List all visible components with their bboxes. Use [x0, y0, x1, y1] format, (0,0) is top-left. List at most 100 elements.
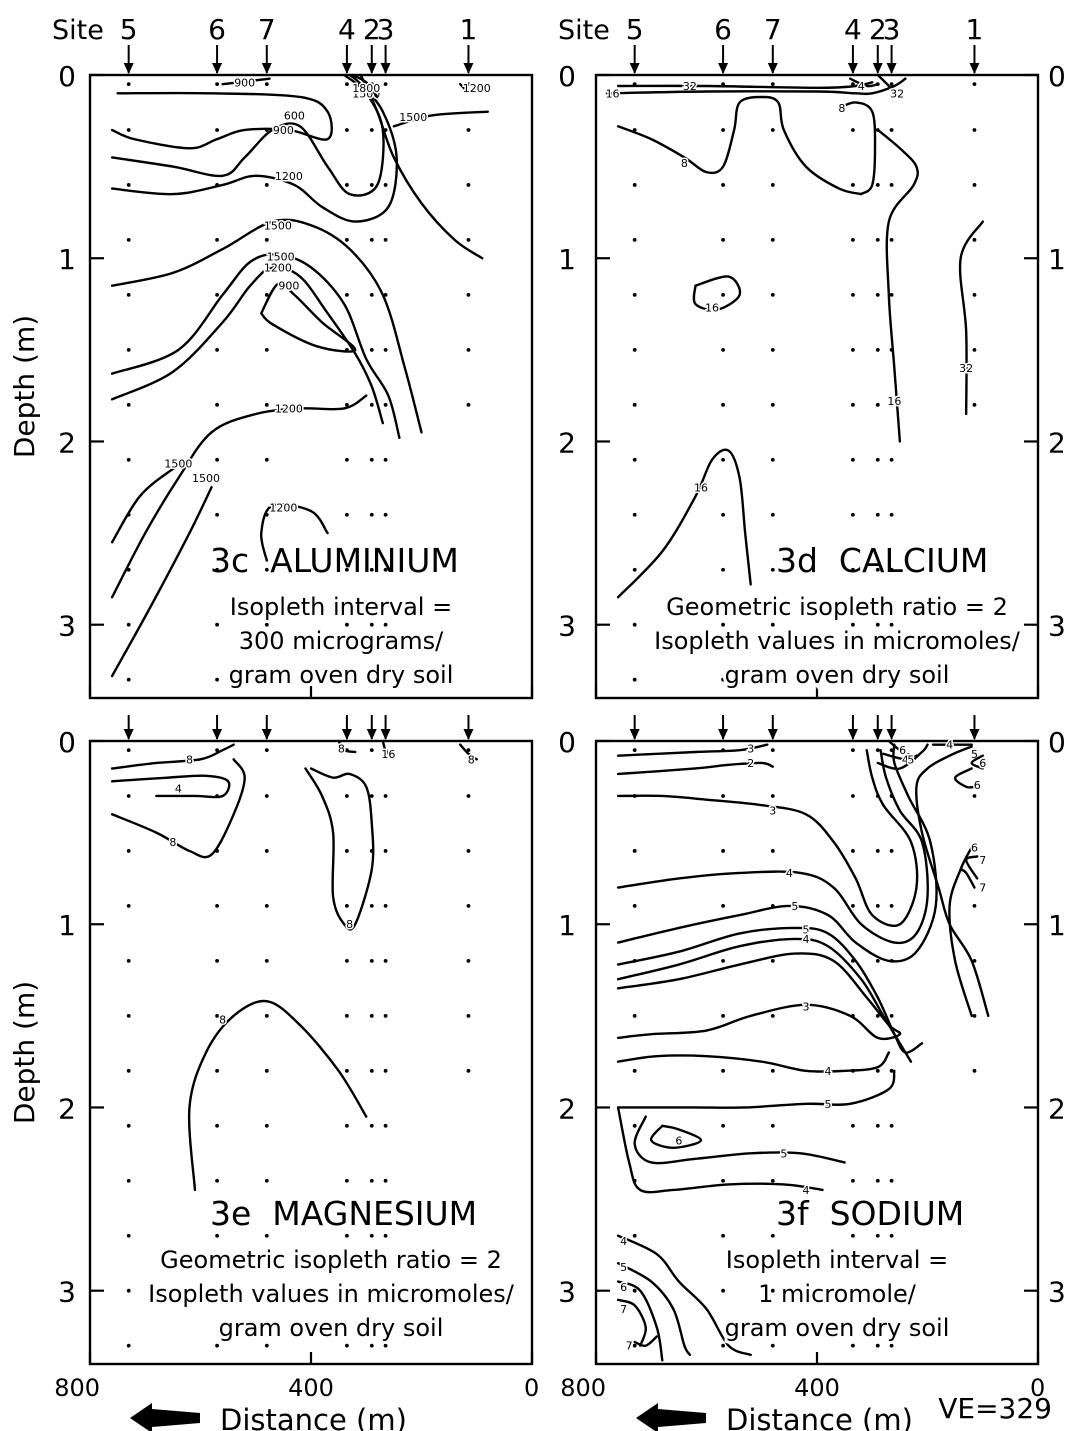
sample-point — [126, 1178, 131, 1183]
site-label: 5 — [120, 13, 138, 46]
isopleth-line — [876, 128, 919, 443]
isopleth-line — [964, 855, 979, 880]
sample-point — [972, 1068, 977, 1073]
sample-point — [721, 1068, 725, 1073]
sample-point — [345, 457, 349, 462]
sample-point — [383, 794, 388, 798]
sample-point — [632, 1068, 637, 1073]
sample-point — [466, 1013, 471, 1018]
panel-caption-line: Isopleth interval = — [230, 593, 452, 621]
isopleth-label: 1200 — [275, 170, 303, 183]
sample-point — [851, 1233, 855, 1238]
sample-point — [369, 1288, 374, 1293]
sample-point — [875, 347, 880, 352]
isopleth-label: 1800 — [352, 82, 380, 95]
y-tick-label: 3 — [558, 1276, 576, 1309]
sample-point — [345, 849, 349, 853]
sample-point — [383, 958, 388, 963]
sample-point — [126, 958, 131, 963]
sample-point — [889, 82, 894, 87]
sample-point — [770, 849, 775, 853]
y-tick-label: 1 — [558, 243, 576, 276]
isopleth-label: 1200 — [269, 501, 297, 514]
sample-point — [851, 794, 855, 798]
y-tick-label: 0 — [558, 726, 576, 759]
sample-point — [632, 1013, 637, 1018]
sample-point — [369, 1233, 374, 1238]
sample-point — [889, 1068, 894, 1073]
sample-point — [851, 128, 855, 132]
sample-point — [345, 1178, 349, 1183]
sample-point — [383, 1068, 388, 1073]
sample-point — [215, 677, 219, 682]
isopleth-line — [616, 743, 938, 963]
isopleth-line — [915, 745, 990, 1018]
isopleth-label: 1200 — [264, 261, 292, 274]
sample-point — [972, 347, 977, 352]
y-tick-label-right: 1 — [1048, 243, 1066, 276]
isopleth-line — [359, 73, 484, 260]
sample-point — [345, 567, 349, 572]
sample-point — [264, 1233, 269, 1238]
isopleth-line — [381, 739, 393, 757]
isopleth-line — [110, 218, 423, 434]
sample-point — [215, 1343, 219, 1348]
sample-point — [369, 567, 374, 572]
x-tick-label: 0 — [524, 1374, 539, 1402]
sample-point — [264, 748, 269, 753]
isopleth-line — [953, 767, 976, 789]
panel-caption-line: Isopleth values in micromoles/ — [148, 1280, 515, 1308]
sample-point — [770, 183, 775, 187]
sample-point — [264, 1013, 269, 1018]
sample-point — [369, 1343, 374, 1348]
site-arrow-head — [341, 729, 352, 740]
sample-point — [466, 1068, 471, 1073]
sample-point — [264, 292, 269, 297]
sample-point — [383, 183, 388, 187]
sample-point — [215, 1013, 219, 1018]
sample-point — [215, 292, 219, 297]
sample-point — [126, 457, 131, 462]
isopleth-label: 1500 — [264, 219, 292, 232]
isopleth-label: 3 — [802, 1001, 809, 1014]
sample-point — [383, 1233, 388, 1238]
sample-point — [770, 1013, 775, 1018]
panel-caption-line: Isopleth interval = — [726, 1246, 948, 1274]
sample-point — [345, 794, 349, 798]
sample-point — [972, 748, 977, 753]
isopleth-line — [876, 743, 929, 771]
sample-point — [369, 748, 374, 753]
isopleth-line — [616, 1106, 824, 1194]
site-arrow-head — [847, 63, 858, 74]
sample-point — [889, 567, 894, 572]
sample-point — [126, 1013, 131, 1018]
isopleth-line — [110, 458, 191, 544]
sample-point — [264, 82, 269, 87]
sample-point — [875, 904, 880, 908]
sample-point — [264, 402, 269, 407]
sample-point — [851, 292, 855, 297]
panel-caption-line: gram oven dry soil — [229, 661, 454, 689]
sample-point — [466, 82, 471, 87]
sample-point — [264, 1343, 269, 1348]
isopleth-line — [649, 1124, 703, 1149]
sample-point — [466, 958, 471, 963]
isopleth-label: 5 — [802, 924, 809, 937]
sample-point — [126, 1343, 131, 1348]
sample-point — [466, 292, 471, 297]
isopleth-line — [616, 743, 769, 757]
isopleth-label: 4 — [802, 1184, 809, 1197]
sample-point — [215, 1123, 219, 1128]
isopleth-label: 1500 — [192, 472, 220, 485]
sample-point — [632, 292, 637, 297]
sample-point — [466, 849, 471, 853]
sample-point — [466, 904, 471, 908]
sample-point — [721, 1178, 725, 1183]
sample-point — [215, 238, 219, 242]
sample-point — [972, 292, 977, 297]
panel-caption-line: gram oven dry soil — [725, 661, 950, 689]
sample-point — [383, 1178, 388, 1183]
